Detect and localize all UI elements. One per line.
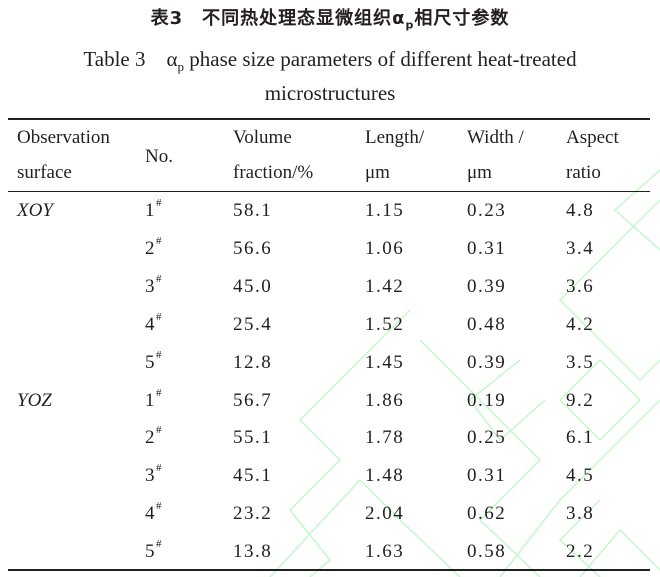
cell-width: 0.58 — [467, 541, 507, 563]
sample-number: 5 — [145, 541, 156, 563]
header-surface: surface — [17, 162, 72, 183]
cell-length: 1.48 — [365, 465, 405, 487]
cell-length: 1.52 — [365, 313, 405, 335]
cell-volume: 45.1 — [233, 465, 273, 487]
top-rule — [8, 118, 650, 120]
cell-volume: 45.0 — [233, 275, 273, 297]
cell-no: 3# — [145, 462, 163, 487]
sample-mark: # — [156, 386, 163, 399]
header-no: No. — [145, 146, 173, 167]
cell-surface: XOY — [17, 200, 53, 221]
sample-mark: # — [156, 234, 163, 247]
sample-number: 2 — [145, 427, 156, 449]
cell-aspect: 4.8 — [566, 200, 595, 221]
sample-number: 5 — [145, 351, 156, 373]
cell-aspect: 3.6 — [566, 275, 595, 297]
cell-length: 1.06 — [365, 237, 405, 259]
cell-no: 2# — [145, 234, 163, 260]
header-length: Length/ — [365, 127, 425, 148]
sample-mark: # — [156, 500, 163, 513]
cell-length: 1.45 — [365, 351, 405, 373]
cell-no: 5# — [145, 348, 163, 374]
cell-no: 5# — [145, 538, 163, 563]
cell-width: 0.19 — [467, 389, 507, 411]
cell-aspect: 4.5 — [566, 465, 595, 487]
sample-mark: # — [156, 424, 163, 437]
cell-width: 0.39 — [467, 275, 507, 297]
cell-surface: YOZ — [17, 389, 52, 411]
cell-volume: 56.6 — [233, 237, 273, 259]
cell-no: 4# — [145, 500, 163, 525]
cell-aspect: 2.2 — [566, 541, 595, 563]
cell-volume: 55.1 — [233, 427, 273, 449]
cell-length: 1.78 — [365, 427, 405, 449]
bottom-rule — [8, 569, 650, 571]
cell-aspect: 9.2 — [566, 389, 595, 411]
sample-mark: # — [156, 272, 163, 285]
cell-length: 1.42 — [365, 275, 405, 297]
cell-no: 1# — [145, 386, 163, 412]
header-aspect: ratio — [566, 162, 601, 183]
header-aspect: Aspect — [566, 127, 619, 148]
table-caption-english: Table 3 αp phase size parameters of diff… — [83, 47, 577, 75]
cell-length: 1.86 — [365, 389, 405, 411]
sample-number: 1 — [145, 389, 156, 411]
header-surface: Observation — [17, 127, 110, 148]
cell-width: 0.25 — [467, 427, 507, 449]
header-width: μm — [467, 162, 492, 183]
cell-width: 0.31 — [467, 465, 507, 487]
cell-width: 0.31 — [467, 237, 507, 259]
header-length: μm — [365, 162, 390, 183]
cell-volume: 25.4 — [233, 313, 273, 335]
cell-volume: 23.2 — [233, 503, 273, 525]
sample-number: 1 — [145, 200, 156, 221]
sample-mark: # — [156, 348, 163, 361]
cell-aspect: 6.1 — [566, 427, 595, 449]
sample-mark: # — [156, 197, 163, 209]
sample-number: 4 — [145, 503, 156, 525]
cell-aspect: 3.4 — [566, 237, 595, 259]
cell-aspect: 4.2 — [566, 313, 595, 335]
cell-volume: 13.8 — [233, 541, 273, 563]
cell-volume: 58.1 — [233, 200, 273, 221]
cell-no: 4# — [145, 310, 163, 336]
cell-length: 1.15 — [365, 200, 405, 221]
sample-number: 3 — [145, 275, 156, 297]
cell-width: 0.39 — [467, 351, 507, 373]
sample-mark: # — [156, 310, 163, 323]
cell-aspect: 3.8 — [566, 503, 595, 525]
cell-no: 3# — [145, 272, 163, 298]
table-caption-english-line2: microstructures — [264, 81, 396, 105]
header-volume: Volume — [233, 127, 292, 148]
cell-width: 0.62 — [467, 503, 507, 525]
sample-mark: # — [156, 538, 163, 551]
sample-number: 4 — [145, 313, 156, 335]
cell-no: 1# — [145, 197, 163, 222]
sample-number: 2 — [145, 237, 156, 259]
cell-volume: 12.8 — [233, 351, 273, 373]
cell-width: 0.23 — [467, 200, 507, 221]
header-volume: fraction/% — [233, 162, 314, 183]
cell-volume: 56.7 — [233, 389, 273, 411]
cell-no: 2# — [145, 424, 163, 449]
cell-length: 1.63 — [365, 541, 405, 563]
table-caption-chinese: 表3 不同热处理态显微组织αp相尺寸参数 — [150, 8, 510, 32]
header-width: Width / — [467, 127, 524, 148]
cell-length: 2.04 — [365, 503, 405, 525]
cell-width: 0.48 — [467, 313, 507, 335]
sample-number: 3 — [145, 465, 156, 487]
sample-mark: # — [156, 462, 163, 475]
header-rule — [8, 191, 650, 192]
cell-aspect: 3.5 — [566, 351, 595, 373]
